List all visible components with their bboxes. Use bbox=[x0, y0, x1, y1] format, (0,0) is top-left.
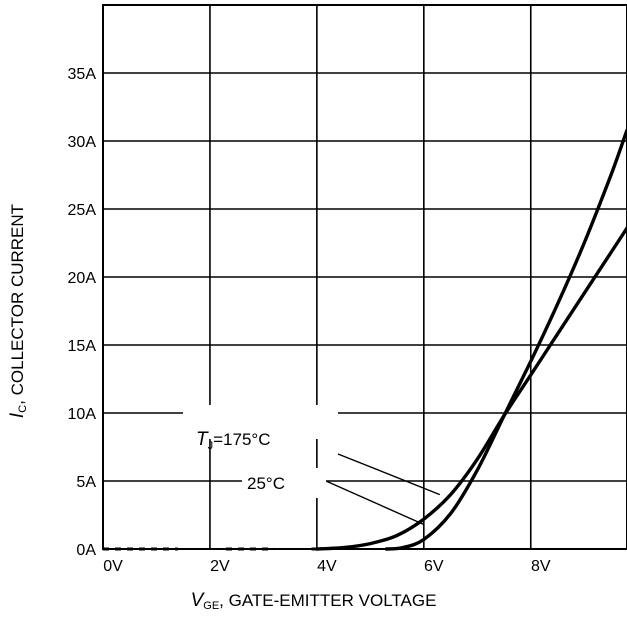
y-tick-label: 30A bbox=[68, 134, 97, 151]
series-line-25c bbox=[384, 128, 627, 551]
x-axis-label: VGE, GATE-EMITTER VOLTAGE bbox=[190, 590, 437, 612]
series bbox=[315, 128, 627, 551]
y-tick-label: 25A bbox=[68, 202, 97, 219]
annotation-leader bbox=[325, 480, 425, 526]
y-tick-label: 5A bbox=[76, 474, 96, 491]
series-line-tj-175c bbox=[315, 226, 627, 551]
x-tick-label: 0V bbox=[103, 558, 123, 575]
y-tick-label: 20A bbox=[68, 270, 97, 287]
y-tick-label: 15A bbox=[68, 338, 97, 355]
series-label-tj-175c: TJ=175°C bbox=[196, 429, 270, 452]
annotations: TJ=175°C 25°C bbox=[183, 405, 441, 526]
annotation-leader bbox=[337, 453, 441, 496]
grid bbox=[102, 4, 627, 551]
x-tick-label: 2V bbox=[210, 558, 230, 575]
y-tick-label: 35A bbox=[68, 66, 97, 83]
y-tick-label: 0A bbox=[76, 542, 96, 559]
x-tick-label: 8V bbox=[531, 558, 551, 575]
y-tick-label: 10A bbox=[68, 406, 97, 423]
y-axis-label: IC, COLLECTOR CURRENT bbox=[7, 203, 29, 419]
annotation-box bbox=[242, 468, 326, 498]
x-tick-label: 6V bbox=[424, 558, 444, 575]
annotation-box bbox=[183, 405, 338, 439]
series-label-25c: 25°C bbox=[247, 474, 285, 493]
tick-labels: 0A 5A 10A 15A 20A 25A 30A 35A 0V 2V 4V 6V 8V bbox=[68, 66, 551, 575]
x-tick-label: 4V bbox=[317, 558, 337, 575]
